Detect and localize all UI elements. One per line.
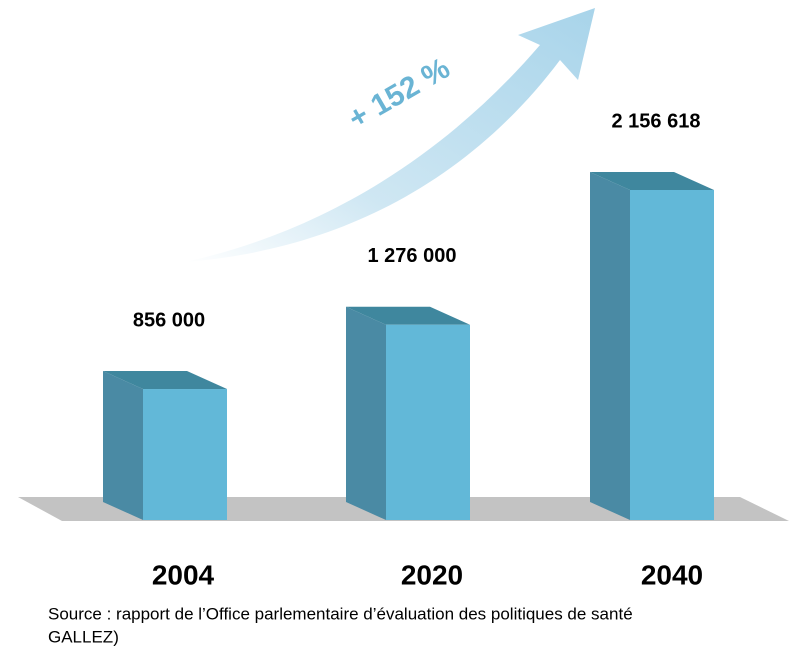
source-line: GALLEZ) <box>48 627 119 646</box>
source-line: Source : rapport de l’Office parlementai… <box>48 604 633 623</box>
x-tick-label: 2020 <box>401 559 463 590</box>
x-tick-label: 2040 <box>641 559 703 590</box>
bar <box>630 190 714 520</box>
value-label: 1 276 000 <box>368 245 457 267</box>
bar <box>386 324 470 520</box>
growth-annotation: + 152 % <box>343 52 456 136</box>
growth-arrow <box>185 8 595 262</box>
x-tick-label: 2004 <box>152 559 215 590</box>
bar-side <box>590 172 630 520</box>
bar-top <box>346 306 470 325</box>
bar-side <box>346 306 386 520</box>
bar <box>143 389 227 520</box>
bar-side <box>103 371 143 520</box>
value-label: 2 156 618 <box>612 110 701 132</box>
value-label: 856 000 <box>133 309 205 331</box>
bar-top <box>590 172 714 190</box>
bar-top <box>103 371 227 390</box>
